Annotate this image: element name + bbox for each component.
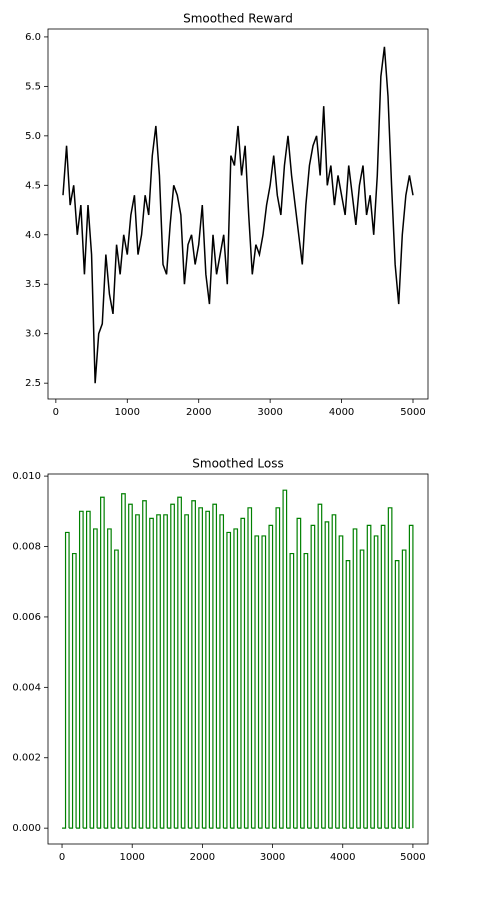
y-tick-label: 2.5 xyxy=(25,378,41,389)
loss-pulse xyxy=(335,535,344,829)
y-tick-label: 4.0 xyxy=(25,230,41,241)
loss-pulse xyxy=(356,549,365,829)
x-tick-label: 4000 xyxy=(329,407,354,418)
y-tick-label: 0.006 xyxy=(12,612,41,623)
loss-pulse xyxy=(76,510,84,829)
loss-pulse xyxy=(314,503,323,829)
loss-pulse xyxy=(195,507,203,829)
loss-pulse xyxy=(181,514,189,829)
loss-pulse xyxy=(118,493,126,829)
loss-pulse xyxy=(83,510,91,829)
loss-pulse xyxy=(216,514,225,829)
loss-pulse xyxy=(384,507,393,829)
loss-pulse xyxy=(251,535,260,829)
loss-pulse xyxy=(62,531,70,829)
y-tick-label: 5.0 xyxy=(25,131,41,142)
loss-pulse xyxy=(174,496,182,829)
loss-pulse xyxy=(258,535,267,829)
y-tick-label: 0.004 xyxy=(12,682,41,693)
loss-pulse xyxy=(321,521,330,829)
loss-pulse xyxy=(125,503,133,829)
chart-title: Smoothed Loss xyxy=(192,457,283,471)
x-tick-label: 2000 xyxy=(190,852,215,863)
loss-pulse xyxy=(293,517,302,829)
y-tick-label: 6.0 xyxy=(25,32,41,43)
y-tick-label: 3.0 xyxy=(25,329,41,340)
y-tick-label: 0.002 xyxy=(12,753,41,764)
y-tick-label: 0.000 xyxy=(12,823,41,834)
loss-pulse xyxy=(272,507,281,829)
loss-pulse xyxy=(286,552,295,829)
x-tick-label: 4000 xyxy=(330,852,355,863)
y-tick-label: 3.5 xyxy=(25,279,41,290)
chart-title: Smoothed Reward xyxy=(183,12,293,26)
loss-pulse xyxy=(300,552,309,829)
loss-pulse xyxy=(132,514,140,829)
y-tick-label: 4.5 xyxy=(25,180,41,191)
loss-pulse xyxy=(167,503,175,829)
x-tick-label: 1000 xyxy=(115,407,140,418)
loss-pulse xyxy=(139,500,147,829)
loss-pulse xyxy=(307,524,316,829)
loss-pulse xyxy=(391,560,400,829)
loss-pulse xyxy=(237,517,246,829)
loss-pulse xyxy=(223,531,232,829)
loss-pulse xyxy=(265,524,274,829)
loss-pulse xyxy=(104,528,112,829)
axes-frame xyxy=(47,28,429,400)
loss-pulse xyxy=(377,524,386,829)
x-tick-label: 0 xyxy=(59,852,65,863)
x-tick-label: 2000 xyxy=(186,407,211,418)
x-tick-label: 5000 xyxy=(400,407,425,418)
y-tick-label: 5.5 xyxy=(25,81,41,92)
x-tick-label: 0 xyxy=(53,407,59,418)
x-tick-label: 3000 xyxy=(260,852,285,863)
loss-pulse xyxy=(342,560,351,829)
loss-pulse xyxy=(69,552,77,829)
loss-pulse xyxy=(398,549,407,829)
loss-pulse xyxy=(111,549,119,829)
loss-pulse xyxy=(279,489,288,829)
y-tick-label: 0.008 xyxy=(12,542,41,553)
loss-pulse xyxy=(90,528,98,829)
loss-pulse xyxy=(244,507,253,829)
loss-pulse xyxy=(97,496,105,829)
loss-pulse xyxy=(405,524,414,829)
loss-pulse xyxy=(363,524,372,829)
loss-pulse xyxy=(370,535,379,829)
loss-pulse xyxy=(188,500,196,829)
x-tick-label: 3000 xyxy=(257,407,282,418)
reward-line xyxy=(62,46,414,384)
loss-pulse xyxy=(230,528,239,829)
loss-pulse xyxy=(202,510,211,829)
loss-pulse xyxy=(209,503,218,829)
loss-pulse xyxy=(146,517,154,829)
y-tick-label: 0.010 xyxy=(12,471,41,482)
x-tick-label: 5000 xyxy=(400,852,425,863)
loss-pulse xyxy=(153,514,161,829)
x-tick-label: 1000 xyxy=(119,852,144,863)
loss-pulse xyxy=(349,528,358,829)
loss-pulse xyxy=(160,514,168,829)
axes-frame xyxy=(47,473,429,845)
loss-pulse xyxy=(328,514,337,829)
